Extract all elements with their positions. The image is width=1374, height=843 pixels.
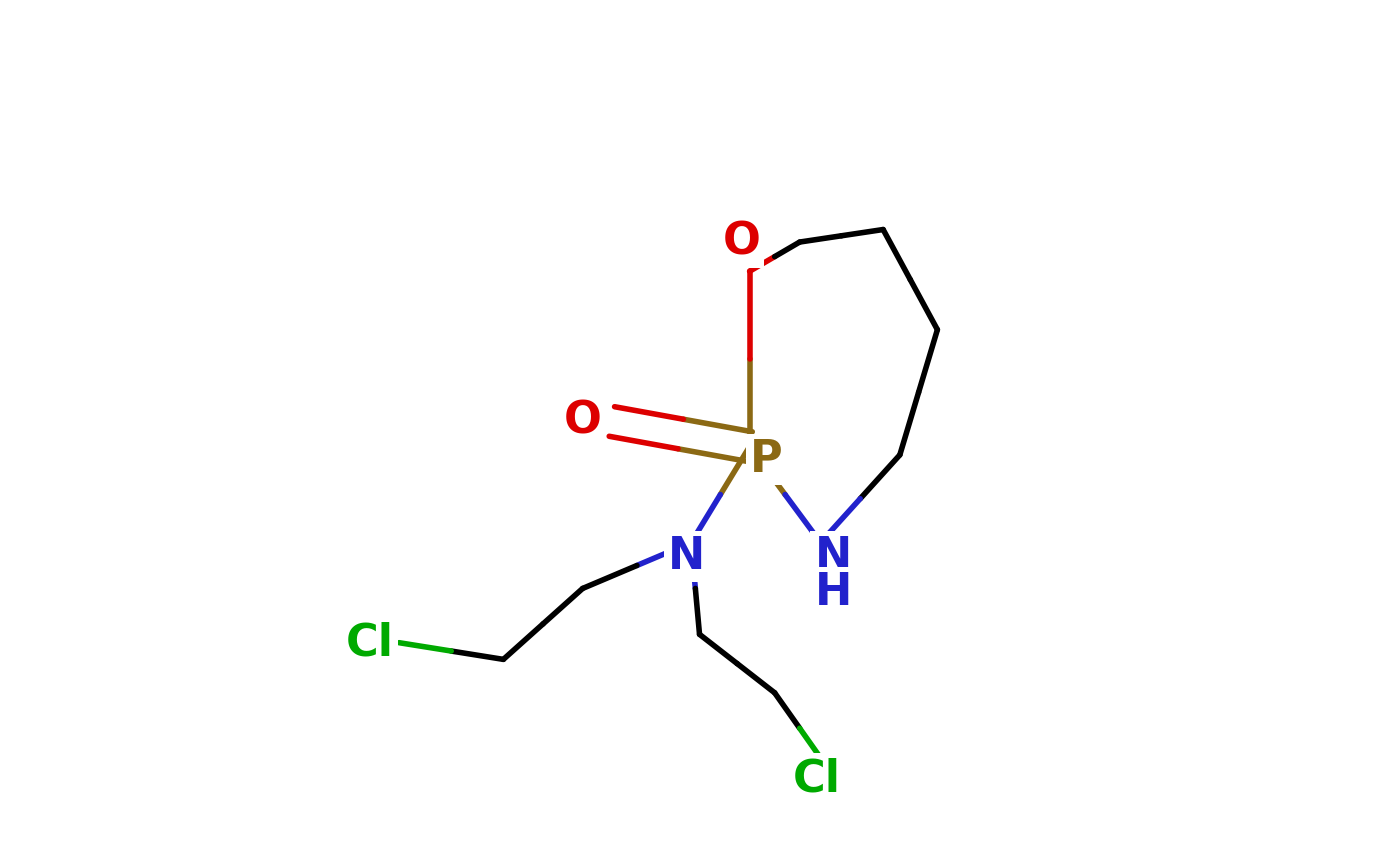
Text: Cl: Cl <box>346 621 394 664</box>
Text: N: N <box>668 535 706 578</box>
Text: Cl: Cl <box>793 757 841 800</box>
Text: O: O <box>723 221 760 264</box>
Text: N: N <box>815 535 852 578</box>
Text: O: O <box>563 400 602 443</box>
Text: H: H <box>815 571 852 614</box>
Text: P: P <box>750 438 783 481</box>
